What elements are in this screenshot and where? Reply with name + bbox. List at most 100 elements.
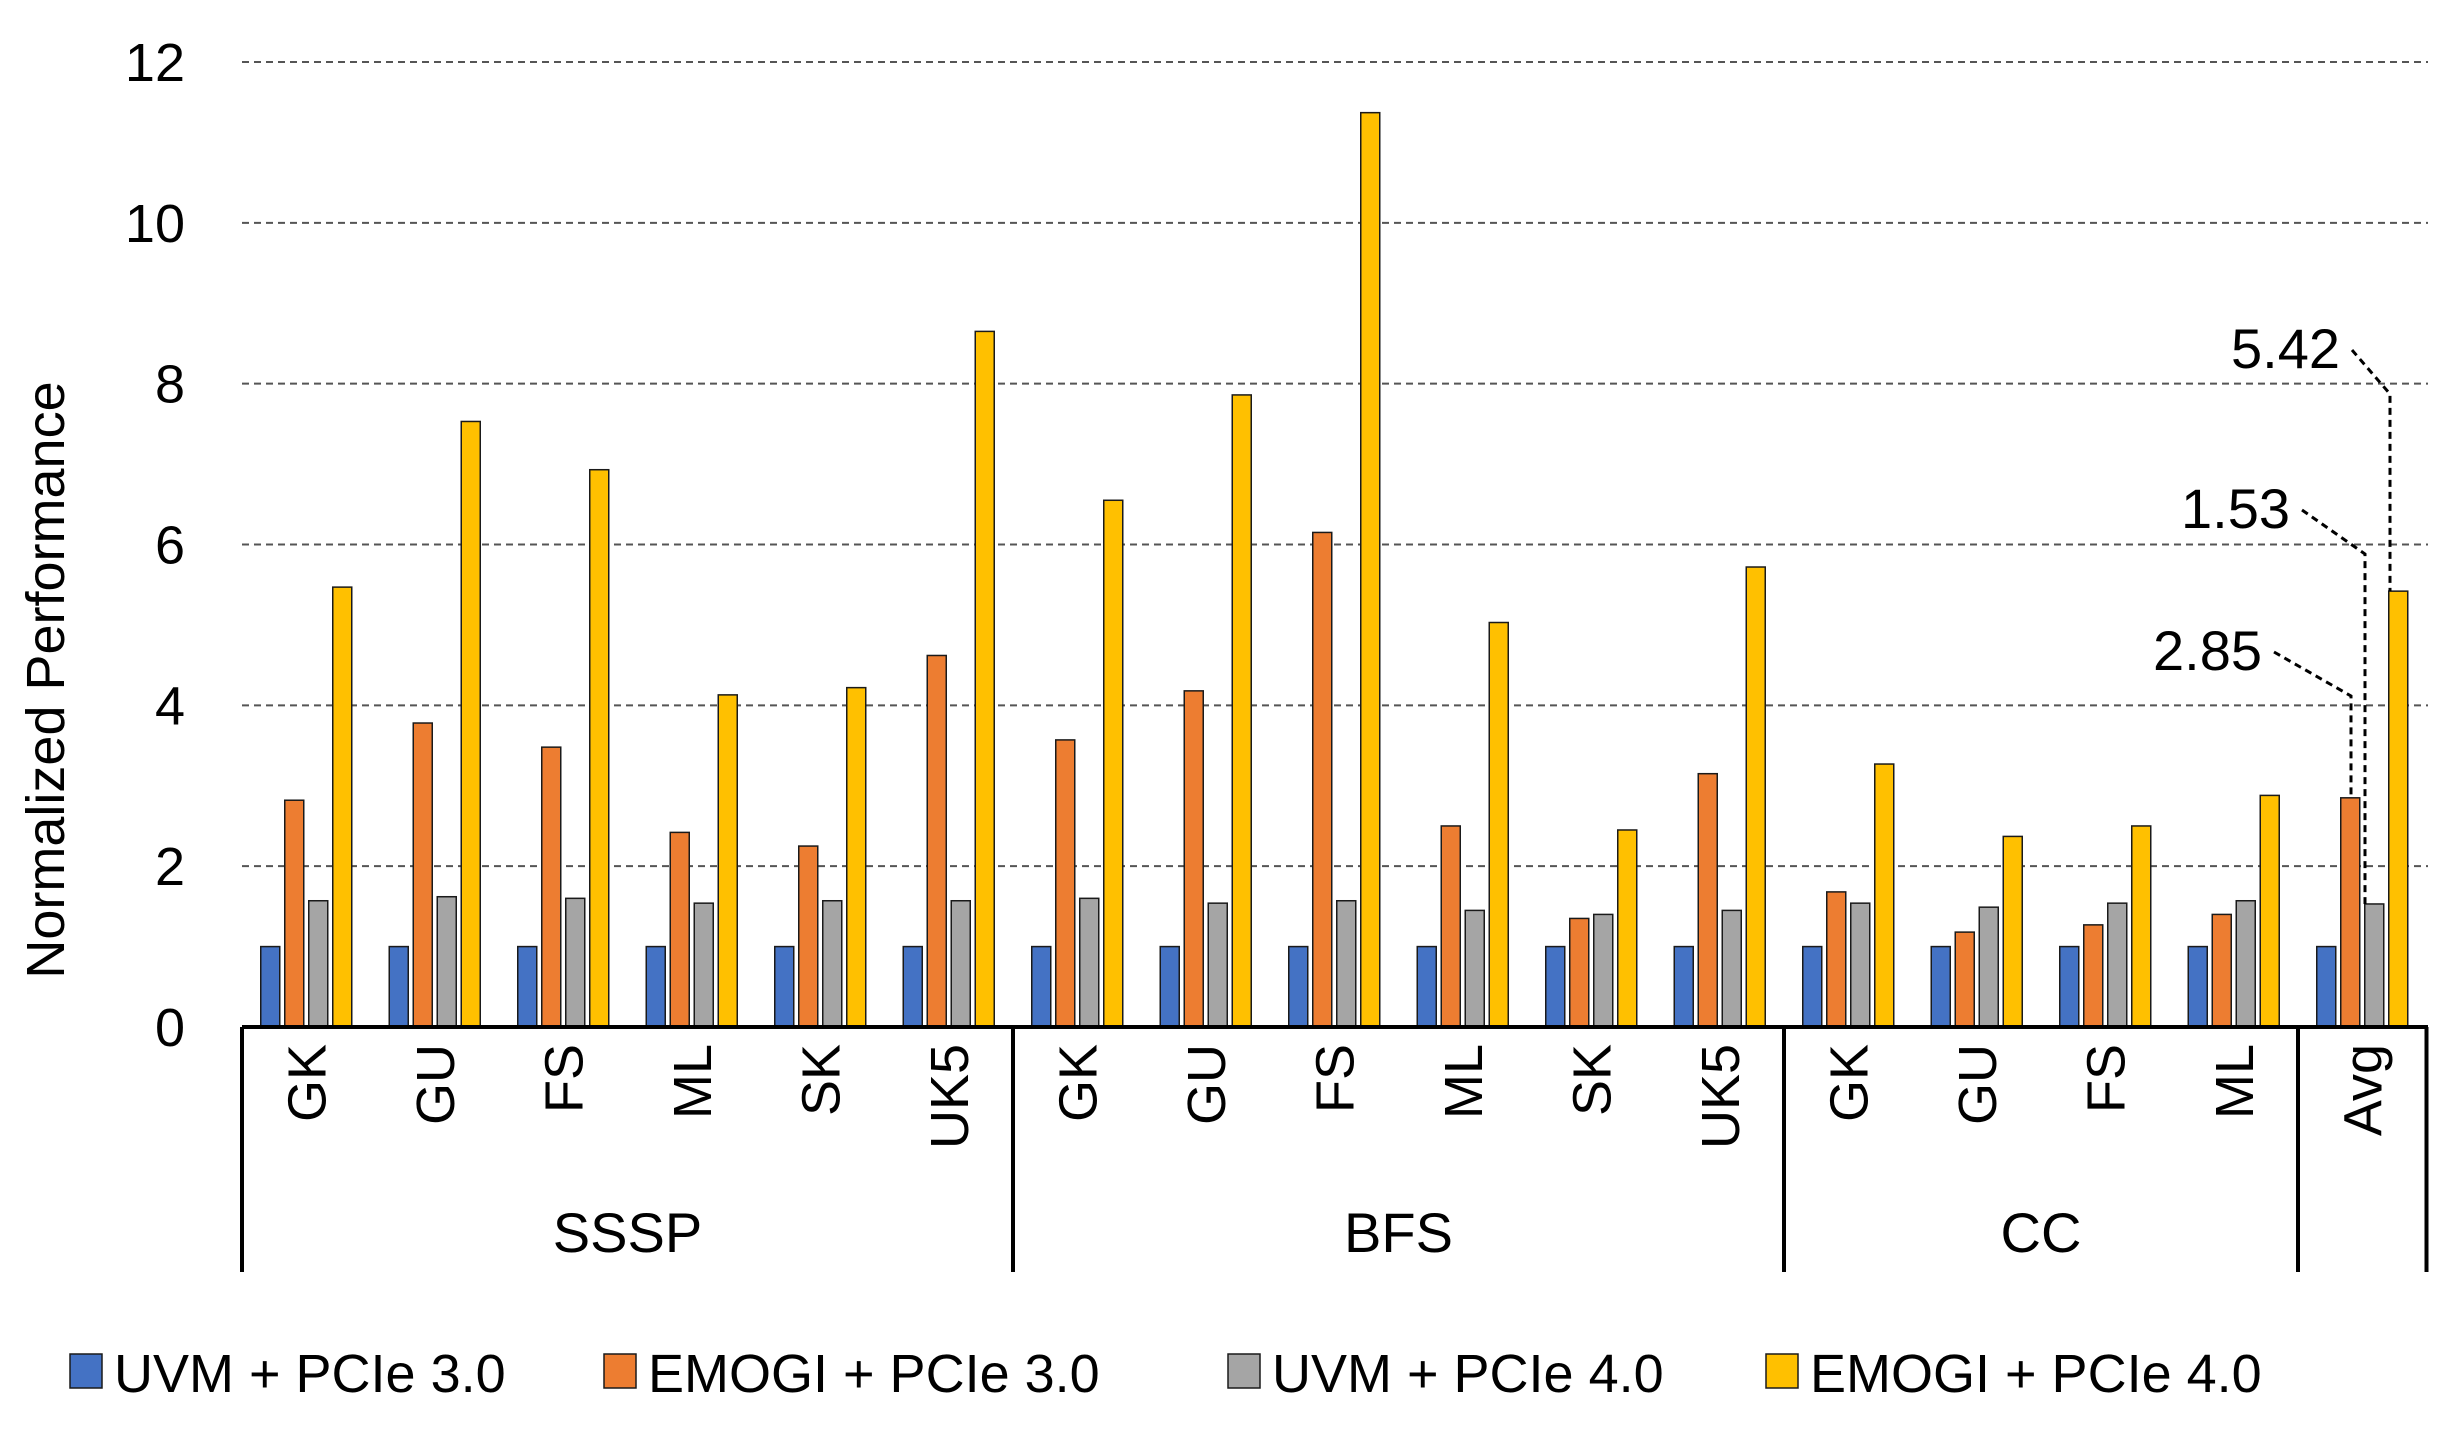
bar-emogi-pcie-4-0-9 [1488, 621, 1509, 1028]
group-label: BFS [1344, 1201, 1453, 1264]
annotations: 5.42 1.53 2.85 [2153, 317, 2392, 904]
bar-emogi-pcie-3-0-6 [1055, 739, 1076, 1028]
bar-emogi-pcie-4-0-6 [1103, 499, 1124, 1028]
bar-emogi-pcie-3-0-7 [1183, 690, 1204, 1028]
bar-uvm-pcie-4-0-7 [1207, 902, 1228, 1028]
x-tick-label: FS [1305, 1044, 1365, 1113]
bar-emogi-pcie-4-0-5 [974, 330, 995, 1028]
x-tick-label: GU [1948, 1044, 2008, 1125]
bar-uvm-pcie-4-0-4 [822, 899, 843, 1028]
bar-uvm-pcie-3-0-14 [2059, 945, 2080, 1028]
bar-uvm-pcie-3-0-15 [2187, 945, 2208, 1028]
bar-uvm-pcie-3-0-13 [1930, 945, 1951, 1028]
bar-uvm-pcie-3-0-8 [1288, 945, 1309, 1028]
bar-uvm-pcie-4-0-16 [2364, 903, 2385, 1028]
bar-emogi-pcie-4-0-13 [2002, 835, 2023, 1028]
x-tick-label: ML [1434, 1044, 1494, 1119]
bar-uvm-pcie-3-0-12 [1802, 945, 1823, 1028]
bar-uvm-pcie-4-0-13 [1978, 906, 1999, 1028]
bar-emogi-pcie-3-0-9 [1440, 825, 1461, 1028]
legend-swatch [603, 1353, 637, 1389]
bar-emogi-pcie-3-0-15 [2211, 913, 2232, 1028]
group-label: CC [2001, 1201, 2082, 1264]
bar-uvm-pcie-3-0-10 [1545, 945, 1566, 1028]
annotation-label: 2.85 [2153, 619, 2262, 682]
x-tick-label: UK5 [920, 1044, 980, 1149]
x-tick-label: FS [534, 1044, 594, 1113]
x-tick-label: SK [791, 1044, 851, 1116]
y-tick-label: 2 [155, 837, 185, 897]
bar-uvm-pcie-3-0-0 [260, 945, 281, 1028]
bar-uvm-pcie-3-0-9 [1416, 945, 1437, 1028]
y-tick-label: 8 [155, 355, 185, 415]
bar-emogi-pcie-4-0-3 [717, 694, 738, 1028]
legend-label: EMOGI + PCIe 3.0 [648, 1344, 1100, 1404]
y-tick-label: 10 [125, 194, 185, 254]
legend-swatch [1765, 1353, 1799, 1389]
legend: UVM + PCIe 3.0 EMOGI + PCIe 3.0 UVM + PCIe… [69, 1344, 2262, 1404]
x-tick-label: SK [1562, 1044, 1622, 1116]
bar-uvm-pcie-3-0-3 [645, 945, 666, 1028]
y-tick-label: 4 [155, 676, 185, 736]
bar-emogi-pcie-3-0-11 [1697, 772, 1718, 1028]
x-tick-label: ML [2205, 1044, 2265, 1119]
bar-emogi-pcie-3-0-4 [798, 845, 819, 1028]
x-tick-label: Avg [2333, 1044, 2393, 1136]
gridlines [242, 61, 2428, 868]
x-tick-label: FS [2076, 1044, 2136, 1113]
group-label: SSSP [553, 1201, 702, 1264]
legend-swatch [1227, 1353, 1261, 1389]
bar-uvm-pcie-3-0-4 [774, 945, 795, 1028]
bar-uvm-pcie-4-0-6 [1079, 897, 1100, 1028]
annotation-leader-line [2350, 349, 2392, 592]
bar-uvm-pcie-3-0-7 [1159, 945, 1180, 1028]
bar-emogi-pcie-3-0-16 [2340, 797, 2361, 1028]
bar-emogi-pcie-3-0-5 [926, 654, 947, 1028]
bar-emogi-pcie-4-0-16 [2388, 590, 2409, 1028]
x-tick-label: GK [277, 1044, 337, 1122]
x-tick-label: GU [1177, 1044, 1237, 1125]
bar-emogi-pcie-3-0-2 [541, 746, 562, 1028]
bar-uvm-pcie-4-0-11 [1721, 909, 1742, 1028]
bar-emogi-pcie-4-0-0 [332, 586, 353, 1028]
bar-uvm-pcie-4-0-9 [1464, 909, 1485, 1028]
bar-emogi-pcie-3-0-13 [1954, 931, 1975, 1028]
annotation-label: 1.53 [2181, 477, 2290, 540]
bar-uvm-pcie-4-0-15 [2235, 899, 2256, 1028]
bar-uvm-pcie-3-0-11 [1673, 945, 1694, 1028]
bar-emogi-pcie-4-0-1 [460, 420, 481, 1028]
bar-uvm-pcie-4-0-10 [1593, 913, 1614, 1028]
y-axis-label: Normalized Performance [16, 381, 76, 978]
bar-emogi-pcie-4-0-4 [846, 686, 867, 1028]
bar-emogi-pcie-4-0-2 [589, 468, 610, 1028]
legend-swatch [69, 1353, 103, 1389]
bar-uvm-pcie-4-0-8 [1336, 899, 1357, 1028]
annotation-leader-line [2301, 508, 2367, 904]
bar-emogi-pcie-4-0-14 [2131, 825, 2152, 1028]
bar-emogi-pcie-3-0-8 [1312, 531, 1333, 1028]
bar-uvm-pcie-4-0-1 [436, 895, 457, 1028]
bar-emogi-pcie-3-0-1 [412, 722, 433, 1028]
bar-emogi-pcie-4-0-8 [1360, 111, 1381, 1028]
x-tick-label: GK [1819, 1044, 1879, 1122]
bar-emogi-pcie-4-0-12 [1874, 763, 1895, 1028]
y-axis-ticks: 0 2 4 6 8 10 12 [125, 33, 185, 1058]
annotation-label: 5.42 [2231, 317, 2340, 380]
legend-label: EMOGI + PCIe 4.0 [1810, 1344, 2262, 1404]
bar-uvm-pcie-4-0-5 [950, 899, 971, 1028]
bar-emogi-pcie-3-0-3 [669, 831, 690, 1028]
bar-uvm-pcie-3-0-5 [902, 945, 923, 1028]
bar-emogi-pcie-4-0-15 [2259, 794, 2280, 1028]
bar-uvm-pcie-4-0-2 [565, 897, 586, 1028]
x-tick-label: GK [1048, 1044, 1108, 1122]
x-axis-category-labels: GK GU FS ML SK UK5 GK GU FS ML SK UK5 GK GU FS ML Avg [277, 1044, 2393, 1149]
y-tick-label: 12 [125, 33, 185, 93]
x-tick-label: ML [663, 1044, 723, 1119]
bar-uvm-pcie-3-0-1 [388, 945, 409, 1028]
bar-emogi-pcie-3-0-14 [2083, 924, 2104, 1028]
bar-emogi-pcie-4-0-7 [1231, 394, 1252, 1028]
bar-uvm-pcie-3-0-6 [1031, 945, 1052, 1028]
bar-uvm-pcie-3-0-16 [2316, 945, 2337, 1028]
